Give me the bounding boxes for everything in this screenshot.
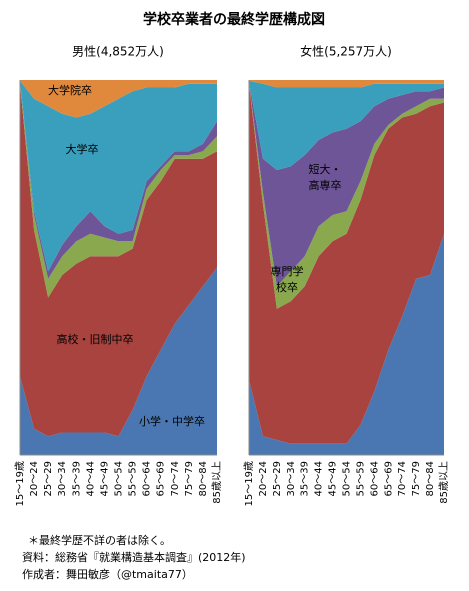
- area-series: [20, 267, 217, 455]
- x-tick-label: 25～29: [272, 461, 283, 496]
- area-series: [20, 81, 217, 279]
- x-tick-label: 80～84: [425, 461, 436, 496]
- chart-subtitle: 男性(4,852万人): [72, 45, 164, 59]
- x-tick-label: 60～64: [369, 461, 380, 496]
- x-tick-label: 80～84: [198, 461, 209, 496]
- x-tick-label: 45～49: [328, 461, 339, 496]
- x-tick-label: 35～39: [300, 461, 311, 496]
- x-tick-label: 30～34: [286, 461, 297, 496]
- area-series: [20, 82, 217, 298]
- area-label: 大学院卒: [48, 83, 92, 97]
- area-series: [249, 81, 444, 287]
- x-tick-label: 50～54: [114, 461, 125, 496]
- x-tick-label: 55～59: [355, 461, 366, 496]
- x-tick-label: 85歳以上: [438, 461, 450, 504]
- area-series: [249, 80, 444, 170]
- x-tick-label: 75～79: [184, 461, 195, 496]
- x-tick-label: 65～69: [383, 461, 394, 496]
- x-tick-label: 15～19歳: [243, 461, 255, 506]
- x-tick-label: 85歳以上: [211, 461, 223, 504]
- footnote: ＊最終学歴不詳の者は除く。: [28, 533, 171, 547]
- x-tick-label: 40～44: [85, 461, 96, 496]
- area-label: 校卒: [276, 280, 298, 294]
- area-label: 短大・: [309, 162, 342, 176]
- x-tick-label: 30～34: [57, 461, 68, 496]
- x-tick-label: 50～54: [342, 461, 353, 496]
- area-series: [20, 80, 217, 118]
- area-series: [249, 82, 444, 309]
- x-tick-label: 70～74: [170, 461, 181, 496]
- area-label: 高校・旧制中卒: [57, 332, 134, 346]
- x-tick-label: 35～39: [71, 461, 82, 496]
- x-tick-label: 70～74: [397, 461, 408, 496]
- area-series: [249, 83, 444, 444]
- footnote: 資料：総務省『就業構造基本調査』(2012年): [22, 550, 246, 564]
- x-tick-label: 20～24: [29, 461, 40, 496]
- area-label: 高専卒: [309, 178, 342, 192]
- area-series: [20, 80, 217, 272]
- x-tick-label: 25～29: [43, 461, 54, 496]
- x-tick-label: 55～59: [128, 461, 139, 496]
- area-series: [249, 233, 444, 455]
- x-tick-label: 15～19歳: [14, 461, 26, 506]
- x-tick-label: 65～69: [156, 461, 167, 496]
- footnote: 作成者：舞田敏彦（@tmaita77）: [22, 567, 193, 581]
- area-series: [20, 83, 217, 437]
- area-label: 大学卒: [66, 142, 99, 156]
- area-label: 小学・中学卒: [139, 414, 205, 428]
- x-tick-label: 20～24: [258, 461, 269, 496]
- chart-subtitle: 女性(5,257万人): [300, 44, 392, 59]
- title: 学校卒業者の最終学歴構成図: [143, 11, 325, 28]
- area-series: [249, 80, 444, 88]
- x-tick-label: 60～64: [142, 461, 153, 496]
- x-tick-label: 75～79: [411, 461, 422, 496]
- area-label: 専門学: [271, 264, 304, 278]
- x-tick-label: 45～49: [99, 461, 110, 496]
- x-tick-label: 40～44: [314, 461, 325, 496]
